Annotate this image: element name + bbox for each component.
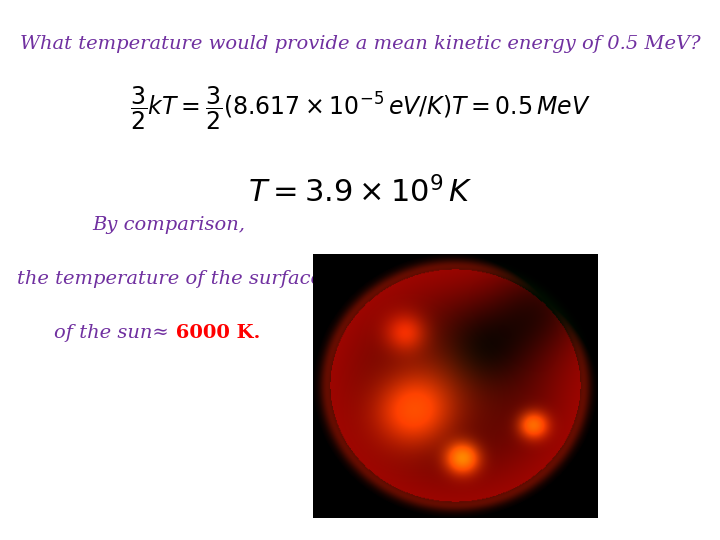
Text: the temperature of the surface: the temperature of the surface bbox=[17, 270, 322, 288]
Text: By comparison,: By comparison, bbox=[93, 216, 246, 234]
Text: $\dfrac{3}{2}kT = \dfrac{3}{2}(8.617\times10^{-5}\,eV/K)T = 0.5\,MeV$: $\dfrac{3}{2}kT = \dfrac{3}{2}(8.617\tim… bbox=[130, 84, 590, 132]
Text: What temperature would provide a mean kinetic energy of 0.5 MeV?: What temperature would provide a mean ki… bbox=[19, 35, 701, 53]
Text: 6000 K.: 6000 K. bbox=[169, 324, 261, 342]
Text: $T = 3.9\times10^{9}\,K$: $T = 3.9\times10^{9}\,K$ bbox=[248, 176, 472, 208]
Text: of the sun≈: of the sun≈ bbox=[55, 324, 169, 342]
